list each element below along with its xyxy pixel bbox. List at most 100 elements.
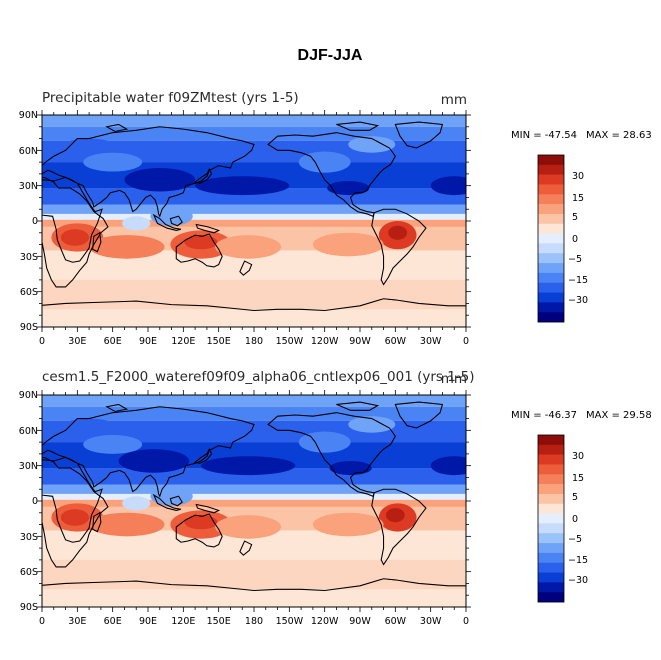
colorbar-swatch (538, 204, 564, 215)
colorbar-swatch (538, 164, 564, 175)
lon-tick-label: 0 (39, 336, 45, 347)
lon-tick-label: 120W (311, 616, 339, 627)
colorbar-label: −15 (568, 555, 588, 566)
colorbar-swatch (538, 243, 564, 254)
lon-tick-label: 120E (171, 336, 195, 347)
colorbar-swatch (538, 552, 564, 564)
colorbar-swatch (538, 174, 564, 185)
colorbar-frame (537, 154, 565, 323)
colorbar-swatch (538, 484, 564, 495)
colorbar-label: −15 (568, 275, 588, 286)
lon-tick-label: 0 (39, 616, 45, 627)
panel-1-title: Precipitable water f09ZMtest (yrs 1-5) (42, 90, 299, 106)
lon-tick-label: 60W (385, 336, 407, 347)
panel-1-units: mm (441, 92, 467, 108)
colorbar-swatch (538, 572, 564, 583)
colorbar-label: 30 (572, 171, 584, 182)
panel-2: cesm1.5_F2000_wateref09f09_alpha06_cntle… (19, 369, 652, 627)
panel-1-ticks (37, 110, 471, 332)
lon-tick-label: 150E (207, 336, 231, 347)
colorbar-label: −30 (568, 295, 588, 306)
colorbar-swatch (538, 503, 564, 514)
colorbar-label: 15 (572, 193, 584, 204)
panel-2-lon-axis: 0 30E 60E 90E 120E 150E 180 150W 120W 90W 60W 30W 0 (39, 616, 469, 627)
lon-tick-label: 150W (276, 616, 304, 627)
figure-title: DJF-JJA (298, 47, 363, 64)
colorbar-label: −5 (568, 254, 582, 265)
panel-2-colorbar-labels: 30 15 5 0 −5 −15 −30 (568, 451, 588, 586)
colorbar-swatch (538, 513, 564, 524)
lon-tick-label: 90W (349, 616, 371, 627)
colorbar-swatch (538, 474, 564, 485)
panel-1-max-label: MAX = 28.63 (586, 130, 652, 141)
lon-tick-label: 90W (349, 336, 371, 347)
panel-2-lat-tick: 30N (19, 461, 38, 472)
panel-1-lat-tick: 30N (19, 181, 38, 192)
colorbar-label: 15 (572, 473, 584, 484)
panel-1-min-label: MIN = -47.54 (511, 130, 577, 141)
colorbar-swatch (538, 435, 564, 446)
lon-tick-label: 30E (68, 616, 86, 627)
colorbar-label: 30 (572, 451, 584, 462)
panel-1-lat-tick: 60S (20, 287, 38, 298)
colorbar-swatch (538, 272, 564, 284)
panel-1-lat-tick: 0 (32, 216, 38, 227)
lon-tick-label: 120W (311, 336, 339, 347)
colorbar-swatch (538, 302, 564, 313)
panel-1-lon-axis: 0 30E 60E 90E 120E 150E 180 150W 120W 90W 60W 30W 0 (39, 336, 469, 347)
panel-1-lat-axis: 90N 60N 30N 0 30S 60S 90S (19, 110, 38, 333)
panel-2-colorbar (537, 434, 565, 603)
panel-1-lat-tick: 60N (19, 146, 38, 157)
colorbar-swatch (538, 194, 564, 205)
colorbar-swatch (538, 312, 564, 323)
panel-2-units: mm (441, 371, 467, 387)
colorbar-label: −5 (568, 534, 582, 545)
lon-tick-label: 120E (171, 616, 195, 627)
colorbar-swatch (538, 233, 564, 244)
panel-2-lat-tick: 0 (32, 496, 38, 507)
colorbar-swatch (538, 292, 564, 303)
colorbar-swatch (538, 533, 564, 544)
lon-tick-label: 90E (139, 616, 157, 627)
panel-2-lat-tick: 60S (20, 567, 38, 578)
colorbar-swatch (538, 184, 564, 195)
panel-2-lat-tick: 90N (19, 390, 38, 401)
lon-tick-label: 60W (385, 616, 407, 627)
panel-1-lat-tick: 30S (20, 252, 38, 263)
lon-tick-label: 30E (68, 336, 86, 347)
colorbar-swatch (538, 253, 564, 264)
panel-2-map (41, 394, 467, 608)
lon-tick-label: 60E (104, 336, 122, 347)
panel-1-colorbar-labels: 30 15 5 0 −5 −15 −30 (568, 171, 588, 306)
colorbar-swatch (538, 592, 564, 603)
lon-tick-label: 180 (245, 336, 263, 347)
colorbar-swatch (538, 155, 564, 166)
colorbar-swatch (538, 464, 564, 475)
panel-1: Precipitable water f09ZMtest (yrs 1-5) m… (19, 90, 652, 347)
colorbar-swatch (538, 493, 564, 505)
panel-1-colorbar (537, 154, 565, 323)
panel-2-max-label: MAX = 29.58 (586, 410, 652, 421)
lon-tick-label: 0 (463, 616, 469, 627)
panel-2-lat-tick: 90S (20, 602, 38, 613)
colorbar-swatch (538, 454, 564, 465)
colorbar-label: 0 (572, 514, 578, 525)
panel-2-ticks (37, 390, 471, 612)
colorbar-swatch (538, 282, 564, 293)
panel-1-lat-tick: 90N (19, 110, 38, 121)
panel-1-map (41, 114, 467, 328)
colorbar-frame (537, 434, 565, 603)
colorbar-swatch (538, 444, 564, 455)
panel-2-min-label: MIN = -46.37 (511, 410, 577, 421)
colorbar-swatch (538, 543, 564, 554)
colorbar-swatch (538, 523, 564, 534)
colorbar-swatch (538, 213, 564, 225)
lon-tick-label: 180 (245, 616, 263, 627)
lon-tick-label: 90E (139, 336, 157, 347)
colorbar-swatch (538, 223, 564, 234)
colorbar-swatch (538, 263, 564, 274)
lon-tick-label: 30W (420, 336, 442, 347)
colorbar-label: 0 (572, 234, 578, 245)
colorbar-swatch (538, 582, 564, 593)
